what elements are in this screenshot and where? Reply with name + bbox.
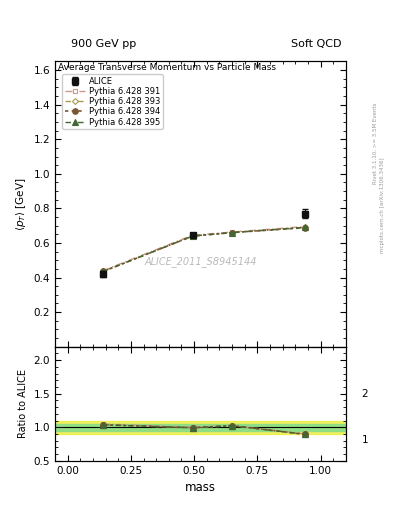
X-axis label: mass: mass <box>185 481 216 494</box>
Pythia 6.428 391 <box>230 229 234 235</box>
Pythia 6.428 393 <box>190 233 195 239</box>
Pythia 6.428 394 <box>101 268 105 274</box>
Y-axis label: Ratio to ALICE: Ratio to ALICE <box>18 369 28 438</box>
Line: Pythia 6.428 394: Pythia 6.428 394 <box>100 225 308 274</box>
Pythia 6.428 395 <box>230 229 234 236</box>
Line: Pythia 6.428 391: Pythia 6.428 391 <box>101 224 307 273</box>
Text: 900 GeV pp: 900 GeV pp <box>71 38 136 49</box>
Pythia 6.428 393 <box>101 268 105 274</box>
Pythia 6.428 391 <box>303 223 307 229</box>
Y-axis label: $\langle p_T \rangle$ [GeV]: $\langle p_T \rangle$ [GeV] <box>14 177 28 231</box>
Pythia 6.428 391 <box>190 232 195 238</box>
Text: Soft QCD: Soft QCD <box>292 38 342 49</box>
Legend: ALICE, Pythia 6.428 391, Pythia 6.428 393, Pythia 6.428 394, Pythia 6.428 395: ALICE, Pythia 6.428 391, Pythia 6.428 39… <box>62 74 163 129</box>
Line: Pythia 6.428 393: Pythia 6.428 393 <box>101 225 307 273</box>
Text: 1: 1 <box>362 435 368 445</box>
Pythia 6.428 394 <box>190 233 195 239</box>
Pythia 6.428 395 <box>303 224 307 230</box>
Text: ALICE_2011_S8945144: ALICE_2011_S8945144 <box>144 255 257 267</box>
Text: Average Transverse Momentum vs Particle Mass: Average Transverse Momentum vs Particle … <box>58 63 276 72</box>
Pythia 6.428 391 <box>101 268 105 274</box>
Text: mcplots.cern.ch [arXiv:1306.3436]: mcplots.cern.ch [arXiv:1306.3436] <box>380 157 385 252</box>
Pythia 6.428 393 <box>230 229 234 236</box>
Pythia 6.428 395 <box>101 268 105 274</box>
Pythia 6.428 395 <box>190 233 195 239</box>
Bar <box>55 420 346 434</box>
Line: Pythia 6.428 395: Pythia 6.428 395 <box>100 225 308 274</box>
Pythia 6.428 393 <box>303 224 307 230</box>
Pythia 6.428 394 <box>230 229 234 236</box>
Pythia 6.428 394 <box>303 225 307 231</box>
Text: Rivet 3.1.10, >= 3.5M Events: Rivet 3.1.10, >= 3.5M Events <box>373 103 378 184</box>
Bar <box>55 424 346 431</box>
Text: 2: 2 <box>362 389 368 399</box>
